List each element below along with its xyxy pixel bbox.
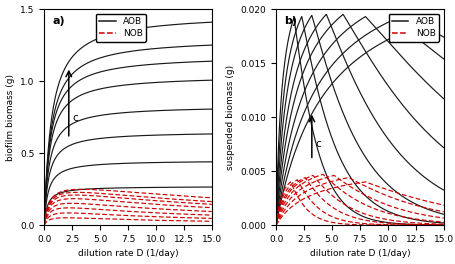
- Y-axis label: biofilm biomass (g): biofilm biomass (g): [5, 74, 15, 161]
- Text: a): a): [53, 16, 65, 26]
- Legend: AOB, NOB: AOB, NOB: [389, 13, 439, 41]
- Text: c: c: [315, 139, 321, 149]
- X-axis label: dilution rate D (1/day): dilution rate D (1/day): [309, 249, 410, 258]
- Text: c: c: [72, 114, 78, 124]
- Legend: AOB, NOB: AOB, NOB: [96, 13, 146, 41]
- X-axis label: dilution rate D (1/day): dilution rate D (1/day): [78, 249, 178, 258]
- Text: b): b): [284, 16, 298, 26]
- Y-axis label: suspended biomass (g): suspended biomass (g): [226, 65, 235, 170]
